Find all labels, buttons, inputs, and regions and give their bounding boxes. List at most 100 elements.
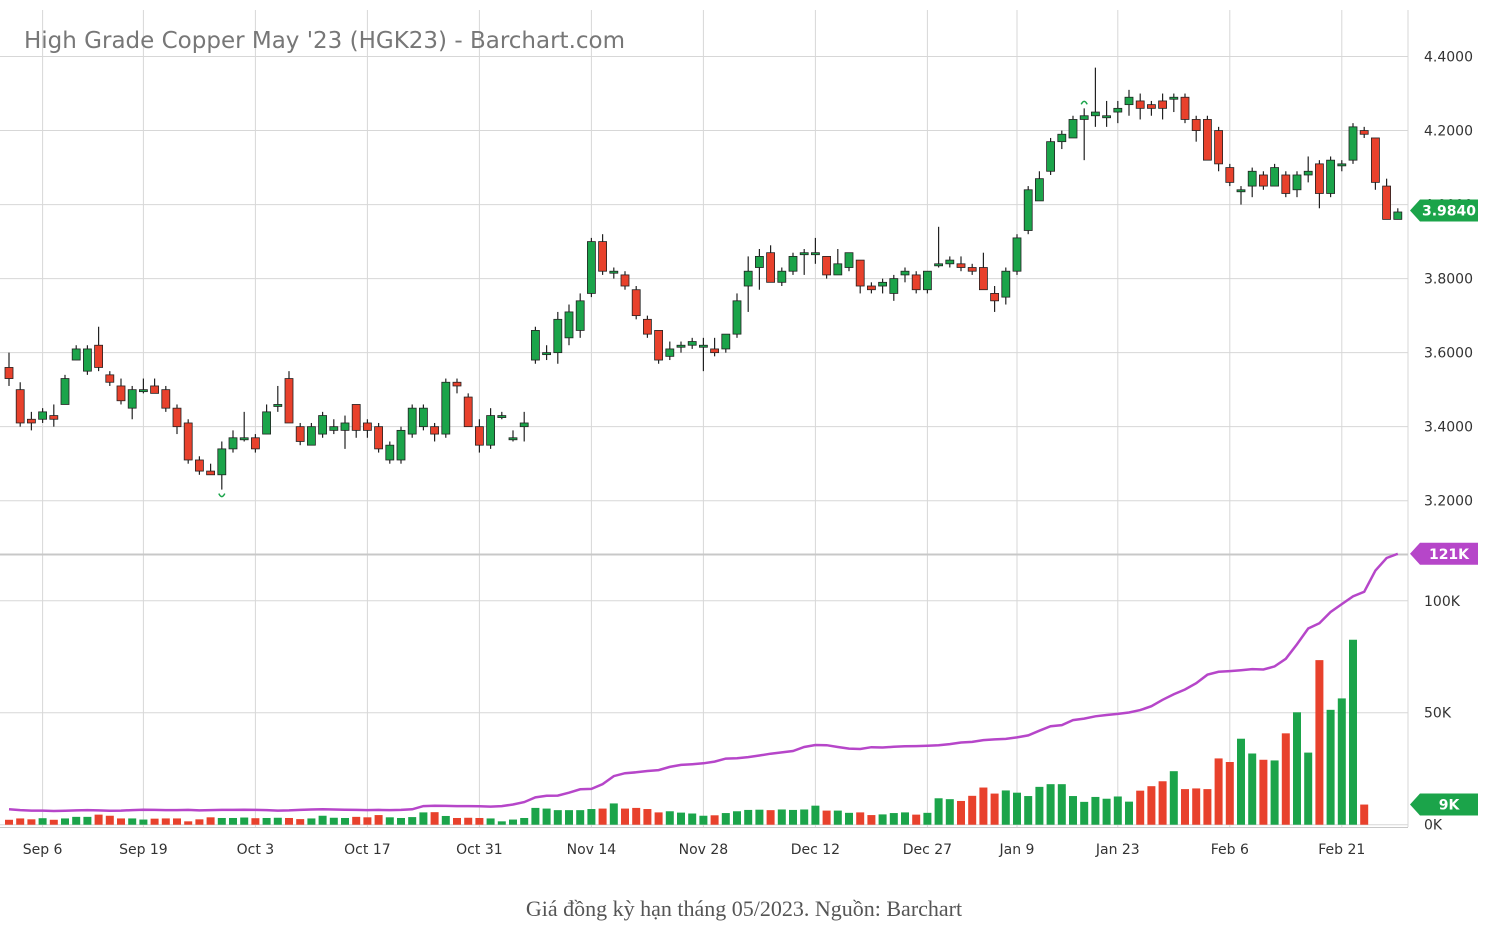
candle xyxy=(575,293,585,338)
candle xyxy=(721,333,731,353)
volume-bar xyxy=(901,812,909,825)
candle xyxy=(250,434,260,453)
candle xyxy=(1303,156,1313,183)
volume-bar xyxy=(688,813,697,825)
open-interest-tag-shape xyxy=(1410,542,1478,565)
candle-body xyxy=(1012,237,1022,272)
candle xyxy=(1147,100,1156,116)
candle-body xyxy=(631,289,641,317)
volume-bar xyxy=(83,816,92,825)
candle xyxy=(15,382,25,427)
volume-bar xyxy=(318,815,327,825)
open-interest-tag: 121K xyxy=(1410,542,1478,565)
candle xyxy=(1270,163,1279,187)
volume-bar xyxy=(497,821,506,825)
volume-bar xyxy=(945,799,954,825)
candle-body xyxy=(788,256,798,272)
candle xyxy=(1382,178,1391,220)
candle xyxy=(430,422,440,442)
grid xyxy=(0,10,1409,828)
volume-bar xyxy=(1259,759,1268,825)
volume-tick-label: 0K xyxy=(1424,818,1443,834)
candle xyxy=(766,245,775,283)
candle-body xyxy=(665,348,675,357)
candle xyxy=(306,422,316,446)
volume-bar xyxy=(990,793,999,825)
x-tick-label: Jan 9 xyxy=(999,842,1035,858)
candle-body xyxy=(1371,137,1380,183)
candle xyxy=(1012,234,1022,275)
volume-bar xyxy=(296,819,305,825)
volume-bar xyxy=(542,808,551,825)
volume-bar xyxy=(565,810,573,825)
candle xyxy=(1124,89,1134,116)
price-tick-label: 4.2000 xyxy=(1424,124,1473,140)
candle-body xyxy=(777,270,787,283)
volume-bar xyxy=(833,810,842,825)
candle xyxy=(654,330,663,364)
chart-title: High Grade Copper May '23 (HGK23) - Barc… xyxy=(24,28,625,54)
candle-body xyxy=(15,389,25,424)
volume-bar xyxy=(1024,796,1033,825)
volume-bar xyxy=(878,814,887,825)
volume-bar xyxy=(654,812,663,825)
volume-bar xyxy=(643,809,652,825)
volume-bar xyxy=(464,817,473,825)
candle-body xyxy=(1147,104,1156,109)
volume-bar xyxy=(520,817,529,825)
candle xyxy=(486,408,496,449)
x-tick-labels: Sep 6 Sep 19 Oct 3 Oct 17 Oct 31 Nov 14 Nov 28… xyxy=(23,842,1366,858)
volume-bar xyxy=(251,818,260,825)
volume-bar xyxy=(867,815,876,825)
candle-body xyxy=(329,426,339,431)
volume-bar xyxy=(1125,801,1133,825)
candle xyxy=(318,411,328,438)
volume-bar xyxy=(598,808,607,825)
volume-bar xyxy=(352,816,361,825)
volume-bar xyxy=(128,818,137,825)
candle-body xyxy=(923,270,932,291)
price-candles xyxy=(4,67,1403,498)
candle xyxy=(94,326,103,372)
volume-bar xyxy=(273,817,282,825)
y-tick-labels: 3.20003.40003.60003.80004.00004.20004.40… xyxy=(1424,50,1473,834)
candle xyxy=(878,278,887,294)
candle-body xyxy=(94,344,103,368)
candle xyxy=(183,419,193,464)
candle xyxy=(631,286,641,320)
candle-body xyxy=(1225,167,1235,183)
candle-body xyxy=(228,437,238,450)
volume-bar xyxy=(1147,786,1156,825)
candle xyxy=(1180,93,1190,124)
candle-body xyxy=(284,378,294,424)
candle xyxy=(1135,93,1145,120)
candle-body xyxy=(407,407,417,435)
candle-body xyxy=(105,374,115,383)
volume-bar xyxy=(1293,712,1301,825)
last-volume-tag: 9K xyxy=(1410,793,1478,816)
open-interest-tag-text: 121K xyxy=(1429,547,1470,563)
candle xyxy=(340,415,350,449)
high-marker xyxy=(1080,100,1088,105)
volume-bar xyxy=(766,810,775,825)
candle-body xyxy=(945,259,955,265)
last-price-tag-shape xyxy=(1410,199,1478,222)
candle xyxy=(83,345,92,375)
candle-body xyxy=(452,381,462,387)
candle xyxy=(598,234,607,275)
candle-body xyxy=(385,444,395,461)
candle xyxy=(239,411,249,442)
volume-bar xyxy=(139,819,148,825)
candle-body xyxy=(38,411,47,420)
x-tick-label: Nov 14 xyxy=(567,842,617,858)
candle-body xyxy=(967,267,977,272)
candle-body xyxy=(609,270,619,274)
candle-body xyxy=(1079,115,1089,120)
volume-bar xyxy=(789,809,797,825)
volume-bar xyxy=(1080,801,1089,825)
candle xyxy=(934,226,943,268)
candle-body xyxy=(295,426,305,442)
candle xyxy=(1292,171,1302,198)
candle xyxy=(1023,186,1033,235)
candle-body xyxy=(183,422,193,461)
